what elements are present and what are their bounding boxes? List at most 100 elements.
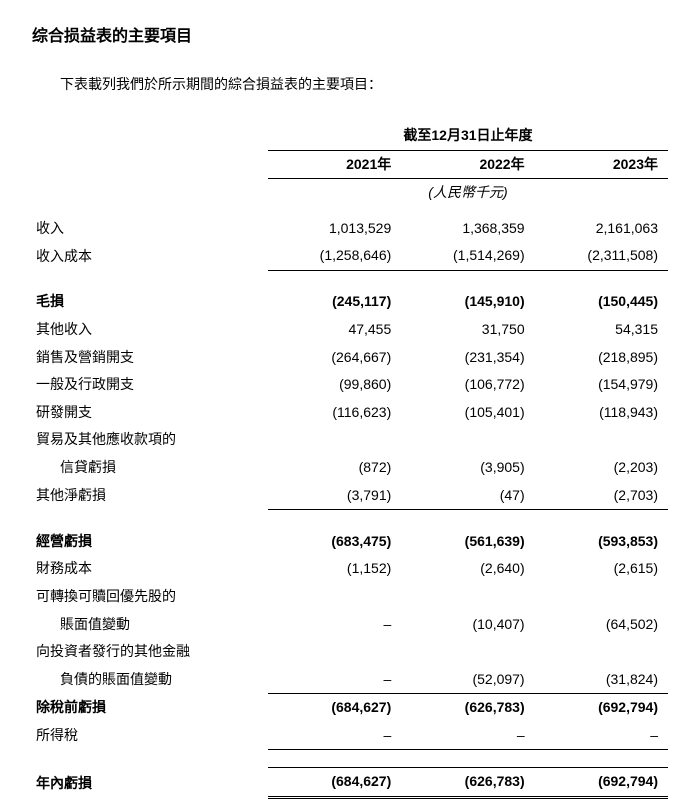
row-value [401, 638, 534, 666]
table-row: 貿易及其他應收款項的 [32, 426, 668, 454]
row-label: 一般及行政開支 [32, 371, 268, 399]
row-label: 負債的賬面值變動 [32, 666, 268, 694]
row-label: 銷售及營銷開支 [32, 344, 268, 372]
header-year-1: 2022年 [401, 150, 534, 179]
row-value: – [535, 722, 668, 750]
row-value [401, 583, 534, 611]
spacer-row [32, 270, 668, 288]
row-value: (52,097) [401, 666, 534, 694]
row-value: (106,772) [401, 371, 534, 399]
row-label: 貿易及其他應收款項的 [32, 426, 268, 454]
row-value: (10,407) [401, 611, 534, 639]
table-row: 所得稅––– [32, 722, 668, 750]
row-label: 年內虧損 [32, 768, 268, 798]
row-value [535, 638, 668, 666]
row-label: 除稅前虧損 [32, 694, 268, 722]
row-label: 賬面值變動 [32, 611, 268, 639]
table-row: 經營虧損(683,475)(561,639)(593,853) [32, 528, 668, 556]
row-label: 研發開支 [32, 399, 268, 427]
row-value: (150,445) [535, 288, 668, 316]
row-value: (145,910) [401, 288, 534, 316]
row-value: (1,514,269) [401, 242, 534, 270]
row-value: – [268, 666, 401, 694]
row-value: (2,203) [535, 454, 668, 482]
row-value: (31,824) [535, 666, 668, 694]
row-label: 收入 [32, 215, 268, 243]
row-label: 所得稅 [32, 722, 268, 750]
row-label: 其他收入 [32, 316, 268, 344]
row-value: (2,640) [401, 555, 534, 583]
row-value: (3,905) [401, 454, 534, 482]
row-value: (684,627) [268, 768, 401, 798]
row-value: (47) [401, 482, 534, 510]
table-row: 收入成本(1,258,646)(1,514,269)(2,311,508) [32, 242, 668, 270]
row-value: (2,311,508) [535, 242, 668, 270]
row-value: (1,152) [268, 555, 401, 583]
spacer-row [32, 750, 668, 768]
section-title: 综合损益表的主要項目 [32, 22, 668, 46]
row-value: (64,502) [535, 611, 668, 639]
row-label: 收入成本 [32, 242, 268, 270]
row-label: 財務成本 [32, 555, 268, 583]
row-value: 47,455 [268, 316, 401, 344]
row-value [401, 426, 534, 454]
row-value: (264,667) [268, 344, 401, 372]
row-label: 可轉換可贖回優先股的 [32, 583, 268, 611]
row-value: (3,791) [268, 482, 401, 510]
table-row: 財務成本(1,152)(2,640)(2,615) [32, 555, 668, 583]
header-year-0: 2021年 [268, 150, 401, 179]
row-value: (683,475) [268, 528, 401, 556]
row-value: 1,368,359 [401, 215, 534, 243]
row-value: – [401, 722, 534, 750]
row-value: 1,013,529 [268, 215, 401, 243]
table-row: 信貸虧損(872)(3,905)(2,203) [32, 454, 668, 482]
row-value: (1,258,646) [268, 242, 401, 270]
row-value [268, 583, 401, 611]
row-value: (684,627) [268, 694, 401, 722]
row-value: (2,703) [535, 482, 668, 510]
row-value: (218,895) [535, 344, 668, 372]
row-value: (593,853) [535, 528, 668, 556]
row-label: 經營虧損 [32, 528, 268, 556]
row-value: (118,943) [535, 399, 668, 427]
row-value [268, 426, 401, 454]
row-value [268, 638, 401, 666]
table-row: 收入1,013,5291,368,3592,161,063 [32, 215, 668, 243]
row-value: 2,161,063 [535, 215, 668, 243]
row-value: (245,117) [268, 288, 401, 316]
table-row: 向投資者發行的其他金融 [32, 638, 668, 666]
income-statement-table: 截至12月31日止年度 2021年 2022年 2023年 (人民幣千元) 收入… [32, 122, 668, 799]
header-year-2: 2023年 [535, 150, 668, 179]
row-value: (872) [268, 454, 401, 482]
header-period: 截至12月31日止年度 [268, 122, 668, 150]
row-label: 其他淨虧損 [32, 482, 268, 510]
row-value: (99,860) [268, 371, 401, 399]
table-row: 其他淨虧損(3,791)(47)(2,703) [32, 482, 668, 510]
table-row: 毛損(245,117)(145,910)(150,445) [32, 288, 668, 316]
row-value: (105,401) [401, 399, 534, 427]
table-row: 年內虧損(684,627)(626,783)(692,794) [32, 768, 668, 798]
row-value: – [268, 722, 401, 750]
row-value [535, 426, 668, 454]
row-value: (116,623) [268, 399, 401, 427]
table-row: 賬面值變動–(10,407)(64,502) [32, 611, 668, 639]
table-row: 銷售及營銷開支(264,667)(231,354)(218,895) [32, 344, 668, 372]
row-label: 向投資者發行的其他金融 [32, 638, 268, 666]
table-row: 研發開支(116,623)(105,401)(118,943) [32, 399, 668, 427]
row-value: (154,979) [535, 371, 668, 399]
row-value: (626,783) [401, 694, 534, 722]
row-value: (2,615) [535, 555, 668, 583]
row-value: 54,315 [535, 316, 668, 344]
row-label: 信貸虧損 [32, 454, 268, 482]
table-row: 負債的賬面值變動–(52,097)(31,824) [32, 666, 668, 694]
row-value: (231,354) [401, 344, 534, 372]
row-value: (626,783) [401, 768, 534, 798]
table-row: 其他收入47,45531,75054,315 [32, 316, 668, 344]
row-value: (692,794) [535, 694, 668, 722]
table-row: 一般及行政開支(99,860)(106,772)(154,979) [32, 371, 668, 399]
row-value: (692,794) [535, 768, 668, 798]
row-value: – [268, 611, 401, 639]
row-value [535, 583, 668, 611]
spacer-row [32, 510, 668, 528]
row-value: (561,639) [401, 528, 534, 556]
